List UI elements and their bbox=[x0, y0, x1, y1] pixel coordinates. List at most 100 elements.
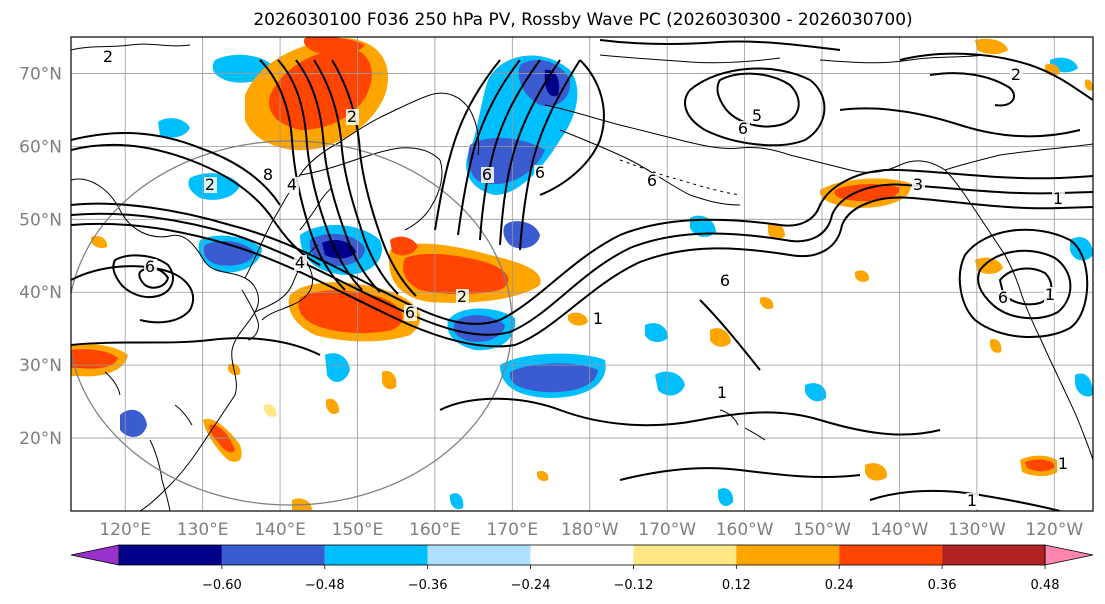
contour-label-bg bbox=[294, 255, 307, 271]
contour-label-bg bbox=[716, 385, 729, 401]
contour-label-bg bbox=[966, 493, 979, 509]
colorbar-tick-label: −0.24 bbox=[511, 578, 551, 593]
contour-label: 1 bbox=[1045, 285, 1055, 304]
contour-label: 5 bbox=[752, 106, 762, 125]
contour-label-bg bbox=[751, 108, 764, 124]
colorbar-extend-low bbox=[70, 544, 120, 566]
contour-label: 6 bbox=[720, 271, 730, 290]
latitude-label: 20°N bbox=[19, 429, 62, 449]
colorbar-tick-label: 0.12 bbox=[722, 578, 751, 593]
colorbar-segment bbox=[324, 545, 428, 565]
colorbar-extend-high bbox=[1044, 544, 1094, 566]
colorbar-segment bbox=[119, 545, 222, 565]
latitude-label: 50°N bbox=[19, 210, 62, 230]
contour-label: 4 bbox=[287, 175, 297, 194]
colorbar-segment bbox=[427, 545, 531, 565]
contour-label-bg bbox=[456, 289, 469, 305]
contour-label: 2 bbox=[1011, 65, 1021, 84]
contour-label: 3 bbox=[913, 175, 923, 194]
latitude-label: 60°N bbox=[19, 137, 62, 157]
contour-label: 6 bbox=[738, 119, 748, 138]
colorbar-segment bbox=[530, 545, 634, 565]
contour-label: 4 bbox=[295, 253, 305, 272]
colorbar-segment bbox=[839, 545, 943, 565]
longitude-label: 150°W bbox=[793, 520, 851, 540]
colorbar-tick-label: −0.60 bbox=[202, 578, 242, 593]
contour-label-bg bbox=[1057, 456, 1070, 472]
contour-label-bg bbox=[404, 305, 417, 321]
contour-label-bg bbox=[1010, 67, 1023, 83]
contour-label-bg bbox=[1044, 287, 1057, 303]
contour-label-bg bbox=[102, 49, 115, 65]
contour-label-bg bbox=[204, 177, 217, 193]
latitude-labels: 70°N 60°N 50°N 40°N 30°N 20°N bbox=[19, 64, 62, 449]
contour-label: 1 bbox=[593, 309, 603, 328]
contour-label: 6 bbox=[145, 257, 155, 276]
longitude-label: 160°W bbox=[716, 520, 774, 540]
colorbar bbox=[70, 544, 1094, 566]
contour-label: 1 bbox=[717, 383, 727, 402]
colorbar-tick-labels: −0.60 −0.48 −0.36 −0.24 −0.12 0.12 0.24 0.36 0.4… bbox=[202, 565, 1060, 593]
contour-label: 6 bbox=[647, 171, 657, 190]
contour-label: 6 bbox=[482, 165, 492, 184]
contour-label-bg bbox=[646, 173, 659, 189]
positive-pv-regions bbox=[71, 37, 1093, 510]
longitude-label: 170°E bbox=[486, 520, 538, 540]
latitude-label: 30°N bbox=[19, 356, 62, 376]
longitude-label: 170°W bbox=[638, 520, 696, 540]
colorbar-segment bbox=[736, 545, 840, 565]
longitude-label: 140°E bbox=[254, 520, 306, 540]
contour-label: 1 bbox=[967, 491, 977, 510]
longitude-label: 140°W bbox=[871, 520, 929, 540]
map-frame bbox=[70, 36, 1094, 512]
colorbar-segment bbox=[942, 545, 1045, 565]
longitude-label: 150°E bbox=[332, 520, 384, 540]
contour-label-bg bbox=[481, 167, 494, 183]
colorbar-tick-label: 0.48 bbox=[1031, 578, 1060, 593]
contour-label-bg bbox=[737, 121, 750, 137]
contour-label: 8 bbox=[263, 165, 273, 184]
colorbar-tick-label: −0.36 bbox=[408, 578, 448, 593]
longitude-label: 160°E bbox=[409, 520, 461, 540]
contour-label-bg bbox=[262, 167, 275, 183]
longitude-label: 180°W bbox=[561, 520, 619, 540]
contour-label: 2 bbox=[205, 175, 215, 194]
latitude-label: 40°N bbox=[19, 283, 62, 303]
coastlines bbox=[71, 43, 1093, 511]
map-title: 2026030100 F036 250 hPa PV, Rossby Wave … bbox=[253, 10, 912, 30]
great-circle-ring bbox=[71, 140, 513, 506]
gridlines bbox=[71, 37, 1093, 511]
colorbar-segment bbox=[633, 545, 737, 565]
contour-label-bg bbox=[719, 273, 732, 289]
contour-label-bg bbox=[997, 290, 1010, 306]
contour-label: 6 bbox=[405, 303, 415, 322]
longitude-labels: 120°E 130°E 140°E 150°E 160°E 170°E 180°W 170°W… bbox=[99, 520, 1083, 540]
colorbar-tick-label: 0.24 bbox=[825, 578, 854, 593]
contour-label: 6 bbox=[535, 163, 545, 182]
contour-label: 2 bbox=[103, 47, 113, 66]
contour-label: 2 bbox=[347, 107, 357, 126]
map-background bbox=[71, 37, 1093, 511]
contour-label: 2 bbox=[457, 287, 467, 306]
longitude-label: 130°W bbox=[948, 520, 1006, 540]
contour-label: 6 bbox=[998, 288, 1008, 307]
contour-label-bg bbox=[592, 311, 605, 327]
colorbar-segment bbox=[221, 545, 325, 565]
colorbar-tick-label: 0.36 bbox=[928, 578, 957, 593]
colorbar-tick-label: −0.12 bbox=[614, 578, 654, 593]
colorbar-tick-label: −0.48 bbox=[305, 578, 345, 593]
contour-label-bg bbox=[912, 177, 925, 193]
longitude-label: 120°E bbox=[99, 520, 151, 540]
colorbar-outline bbox=[118, 544, 1046, 566]
longitude-label: 130°E bbox=[177, 520, 229, 540]
longitude-label: 120°W bbox=[1025, 520, 1083, 540]
contour-label-bg bbox=[144, 259, 157, 275]
pv-contours bbox=[71, 39, 1093, 511]
contour-label-bg bbox=[1052, 191, 1065, 207]
contour-label-bg bbox=[534, 165, 547, 181]
contour-label: 1 bbox=[1053, 189, 1063, 208]
contour-label-bg bbox=[286, 177, 299, 193]
